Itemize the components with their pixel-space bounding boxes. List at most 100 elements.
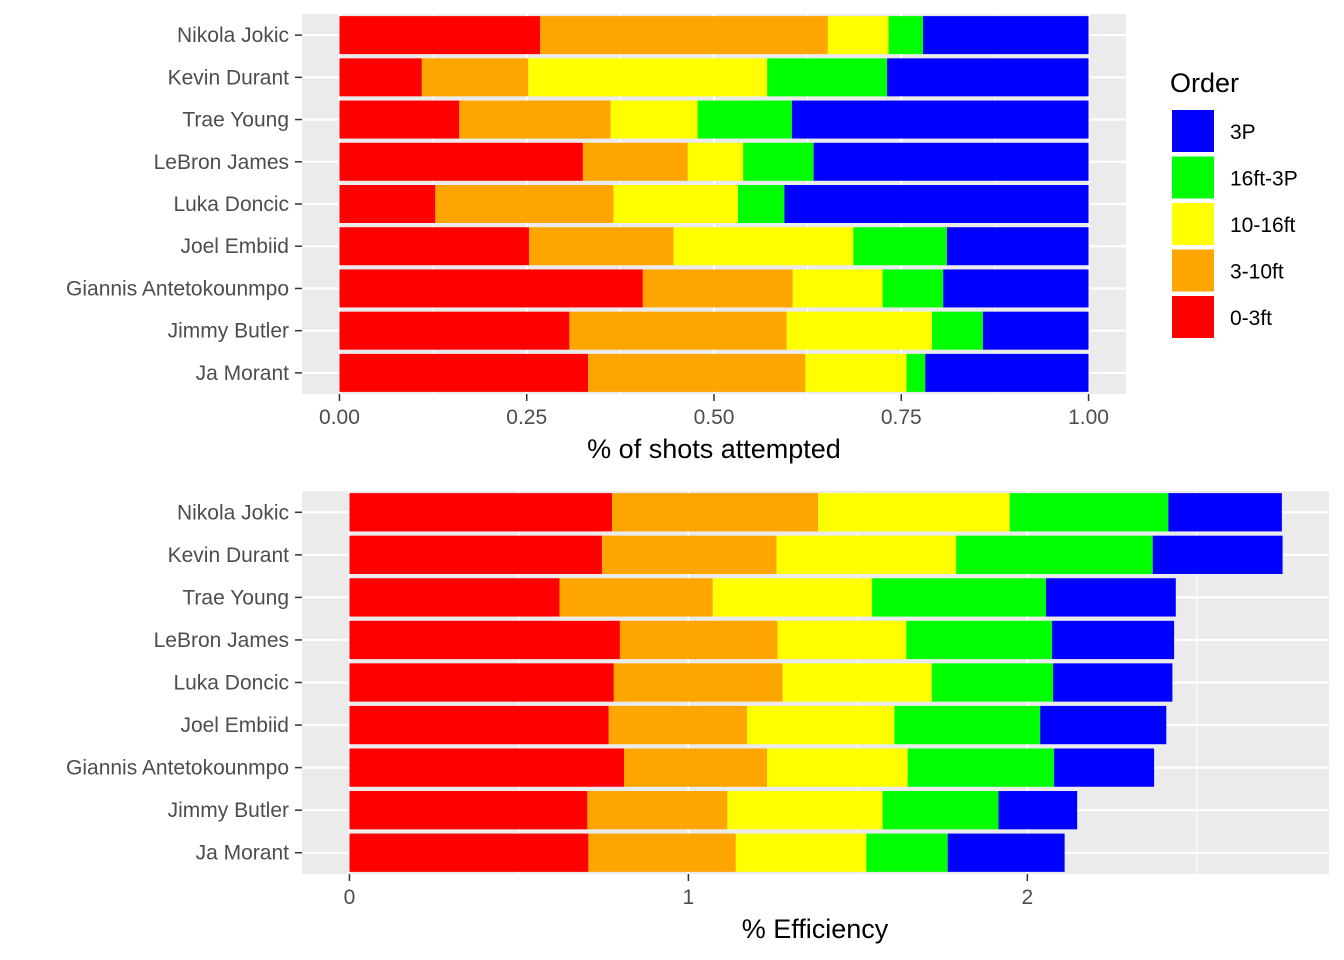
attempt-y-tick-label: Giannis Antetokounmpo [66,277,289,300]
efficiency-bar-trae-young-16ft-3p [872,578,1046,617]
efficiency-y-tick-label: Joel Embiid [180,714,289,737]
attempt-y-tick-label: Jimmy Butler [168,320,289,343]
efficiency-y-tick-label: Trae Young [182,586,289,609]
efficiency-bar-trae-young-3p [1045,578,1176,617]
efficiency-bar-joel-embiid-0-3ft [349,705,609,745]
efficiency-bar-lebron-james-10-16ft [777,620,907,660]
efficiency-bar-lebron-james-3p [1052,620,1175,660]
attempt-bar-kevin-durant-16ft-3p [767,58,888,97]
efficiency-bar-ja-morant-0-3ft [349,833,589,872]
efficiency-bar-jimmy-butler-0-3ft [349,791,588,830]
legend-label-3p: 3P [1230,121,1256,144]
efficiency-x-tick-label: 2 [1021,886,1033,909]
attempt-x-tick-label: 0.50 [694,406,735,429]
legend-key-3-10ft [1172,249,1214,292]
efficiency-y-tick-label: Kevin Durant [168,544,290,567]
attempt-x-tick-label: 0.00 [319,406,360,429]
efficiency-bar-jimmy-butler-3-10ft [587,791,728,830]
attempt-bar-giannis-antetokounmpo-16ft-3p [882,269,944,308]
attempt-x-axis-title: % of shots attempted [587,434,841,464]
attempt-bar-trae-young-10-16ft [610,100,698,139]
efficiency-bar-joel-embiid-3p [1040,705,1167,745]
efficiency-chart: Nikola Jokic Kevin Durant Trae Young LeBron… [66,491,1329,944]
efficiency-x-tick-label: 1 [683,886,695,909]
attempt-bar-trae-young-0-3ft [339,100,460,139]
efficiency-y-tick-label: Luka Doncic [173,672,289,695]
attempt-bar-luka-doncic-16ft-3p [737,185,785,223]
attempt-bar-nikola-jokic-16ft-3p [888,16,923,55]
legend-label-3-10ft: 3-10ft [1230,261,1284,284]
legend-label-16ft-3p: 16ft-3P [1230,168,1298,191]
attempt-y-tick-label: Trae Young [182,109,289,132]
efficiency-bar-nikola-jokic-16ft-3p [1009,493,1169,532]
efficiency-bar-nikola-jokic-3p [1168,493,1282,532]
attempt-bar-lebron-james-16ft-3p [743,142,814,181]
legend-label-0-3ft: 0-3ft [1230,307,1272,330]
attempt-bar-nikola-jokic-3-10ft [540,16,828,55]
attempt-bar-lebron-james-3p [813,142,1089,181]
efficiency-y-tick-label: Nikola Jokic [177,501,289,524]
efficiency-bar-jimmy-butler-10-16ft [727,791,883,830]
attempt-x-tick-label: 0.25 [506,406,547,429]
efficiency-bar-luka-doncic-10-16ft [782,663,932,702]
efficiency-bar-kevin-durant-3p [1152,535,1283,574]
efficiency-bar-kevin-durant-16ft-3p [956,535,1153,574]
attempt-bar-joel-embiid-10-16ft [673,227,854,266]
attempt-bar-joel-embiid-0-3ft [339,227,529,266]
shots-attempted-chart: Nikola Jokic Kevin Durant Trae Young LeBron… [66,14,1126,464]
attempt-bar-ja-morant-3-10ft [588,353,806,392]
attempt-bar-ja-morant-3p [925,353,1089,392]
efficiency-bar-luka-doncic-16ft-3p [931,663,1054,702]
efficiency-bar-giannis-antetokounmpo-16ft-3p [907,748,1055,787]
legend-key-0-3ft [1172,296,1214,338]
efficiency-bar-jimmy-butler-3p [998,791,1078,830]
legend-label-10-16ft: 10-16ft [1230,214,1296,237]
attempt-bar-joel-embiid-3p [946,227,1089,266]
efficiency-bar-ja-morant-3p [947,833,1065,872]
efficiency-bar-giannis-antetokounmpo-3p [1054,748,1155,787]
attempt-bar-lebron-james-0-3ft [339,142,583,181]
attempt-bar-ja-morant-16ft-3p [906,353,926,392]
efficiency-bar-ja-morant-16ft-3p [866,833,948,872]
attempt-bar-jimmy-butler-10-16ft [786,311,932,350]
efficiency-bar-lebron-james-3-10ft [619,620,778,660]
attempt-y-tick-label: Kevin Durant [168,66,290,89]
attempt-y-tick-label: Nikola Jokic [177,24,289,47]
efficiency-bar-nikola-jokic-3-10ft [612,493,819,532]
attempt-bar-joel-embiid-3-10ft [528,227,674,266]
efficiency-bar-nikola-jokic-10-16ft [818,493,1010,532]
legend-key-10-16ft [1172,203,1214,245]
efficiency-bar-trae-young-3-10ft [559,578,713,617]
efficiency-x-tick-label: 0 [344,886,356,909]
attempt-bar-trae-young-3p [791,100,1089,139]
attempt-bar-jimmy-butler-16ft-3p [931,311,983,350]
legend-key-3p [1172,110,1214,152]
attempt-bar-luka-doncic-3p [784,185,1089,223]
efficiency-bar-kevin-durant-0-3ft [349,535,602,574]
efficiency-bar-ja-morant-3-10ft [588,833,736,872]
legend-title: Order [1170,68,1239,98]
attempt-bar-giannis-antetokounmpo-3-10ft [642,269,793,308]
attempt-bar-lebron-james-3-10ft [582,142,688,181]
attempt-bar-nikola-jokic-0-3ft [339,16,541,55]
attempt-bar-trae-young-3-10ft [459,100,611,139]
attempt-bar-joel-embiid-16ft-3p [853,227,947,266]
attempt-y-tick-label: Luka Doncic [173,193,289,216]
efficiency-y-tick-label: LeBron James [154,629,289,652]
efficiency-bar-joel-embiid-16ft-3p [894,705,1041,745]
efficiency-bar-giannis-antetokounmpo-3-10ft [623,748,768,787]
attempt-bar-kevin-durant-3p [887,58,1089,97]
attempt-bar-trae-young-16ft-3p [697,100,792,139]
attempt-bar-luka-doncic-10-16ft [613,185,738,223]
efficiency-bar-trae-young-0-3ft [349,578,560,617]
efficiency-x-axis-title: % Efficiency [742,914,889,944]
attempt-y-tick-label: LeBron James [154,151,289,174]
legend-key-16ft-3p [1172,156,1214,199]
attempt-bar-luka-doncic-3-10ft [435,185,614,223]
attempt-bar-ja-morant-10-16ft [805,353,907,392]
efficiency-bar-luka-doncic-0-3ft [349,663,614,702]
efficiency-bar-giannis-antetokounmpo-10-16ft [767,748,908,787]
attempt-bar-nikola-jokic-3p [922,16,1089,55]
attempt-y-tick-label: Joel Embiid [180,235,289,258]
